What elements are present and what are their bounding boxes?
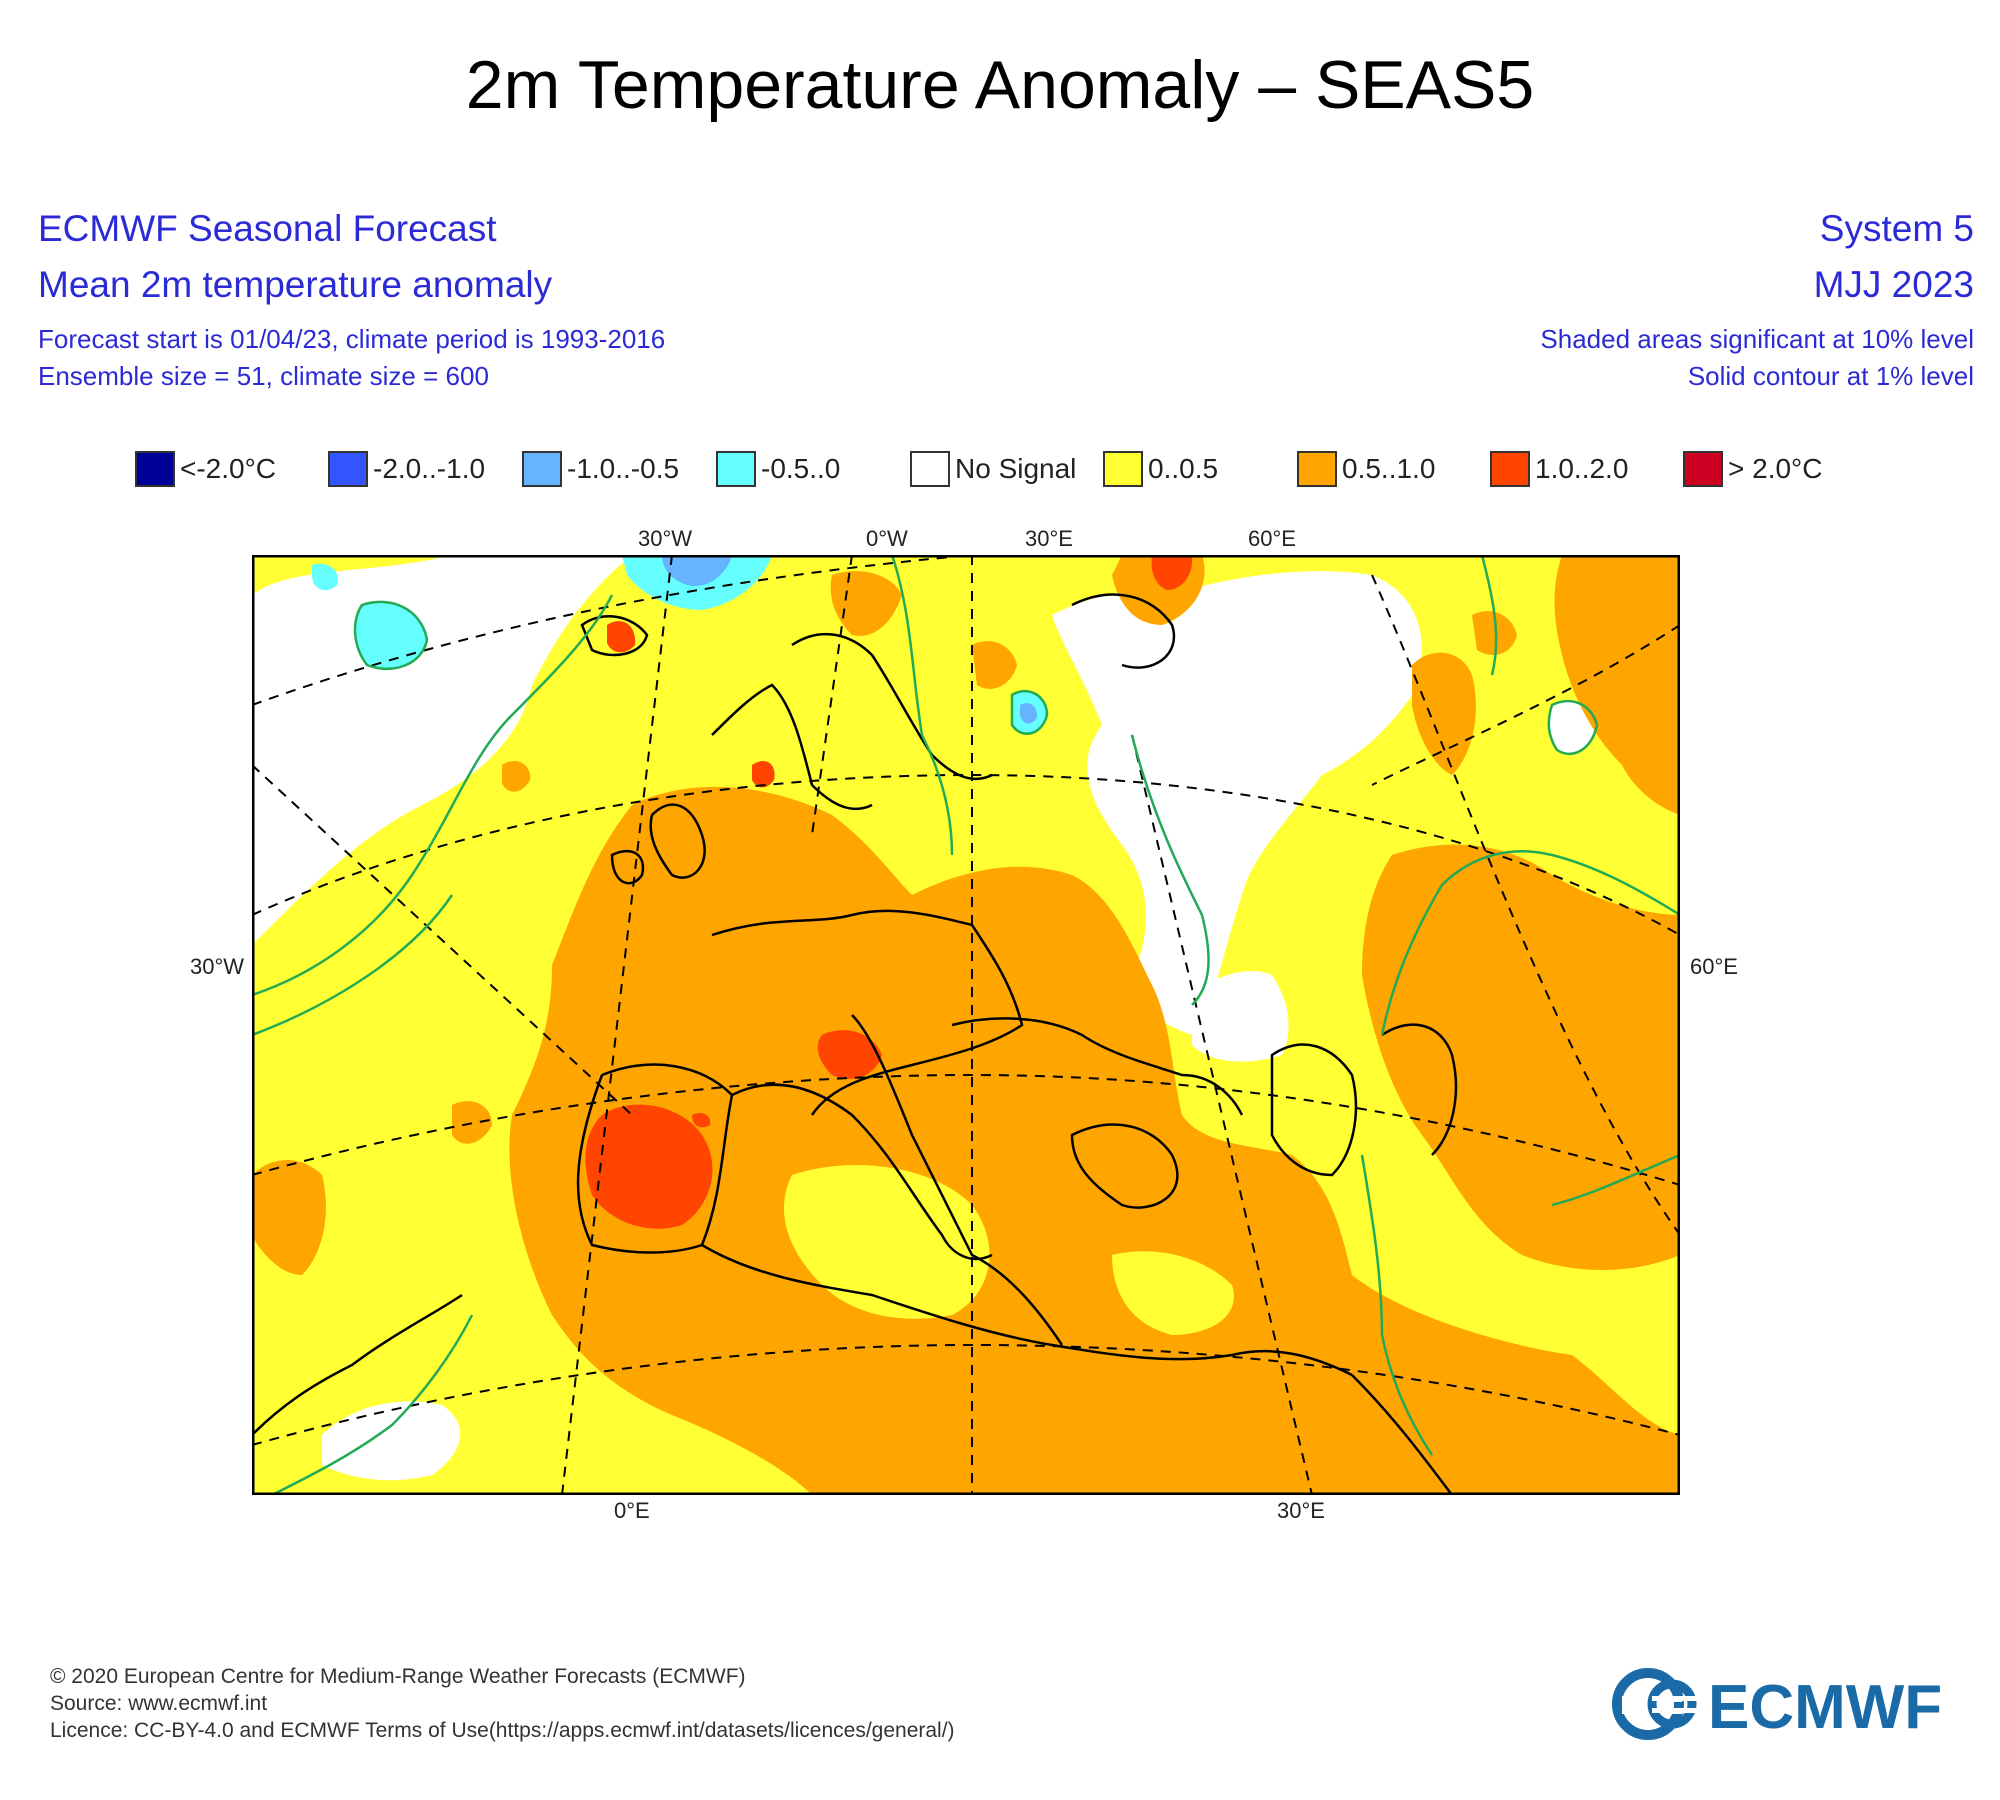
legend-swatch (1297, 451, 1337, 487)
legend-item: -1.0..-0.5 (522, 448, 679, 490)
anomaly-region-yellow-east-med (1112, 1251, 1234, 1335)
anomaly-region-yellow-mediterranean (783, 1165, 990, 1319)
legend-label: <-2.0°C (180, 453, 277, 484)
anomaly-region-orange-scandinavia (972, 641, 1017, 689)
significance-contours (252, 555, 1680, 1495)
legend-label: 0..0.5 (1148, 453, 1219, 484)
header-contour-note: Solid contour at 1% level (1687, 361, 1974, 391)
header-ensemble-size: Ensemble size = 51, climate size = 600 (38, 361, 489, 391)
anomaly-region-red-iceland (607, 621, 636, 653)
legend-item: 0..0.5 (1103, 448, 1218, 490)
grid-label-top-30e: 30°E (1025, 526, 1073, 551)
legend-label: -2.0..-1.0 (373, 453, 486, 484)
header-variable: Mean 2m temperature anomaly (38, 264, 553, 305)
anomaly-region-orange-europe (509, 786, 1680, 1495)
legend-label: > 2.0°C (1728, 453, 1823, 484)
no-signal-region-caspian (1192, 971, 1289, 1062)
legend-item: No Signal (910, 448, 1076, 490)
anomaly-region-orange-central-asia (1362, 844, 1680, 1270)
footer-copyright: © 2020 European Centre for Medium-Range … (50, 1665, 746, 1688)
no-signal-region-russia (1052, 571, 1422, 1035)
anomaly-region-orange-ural (1412, 652, 1476, 775)
anomaly-region-cyan-small (312, 563, 338, 591)
graticule (252, 555, 1680, 1495)
coastlines (252, 593, 1458, 1495)
header-forecast-start: Forecast start is 01/04/23, climate peri… (38, 324, 666, 354)
legend-item: 0.5..1.0 (1297, 448, 1435, 490)
legend-swatch (1683, 451, 1723, 487)
header-system: System 5 (1819, 208, 1974, 249)
anomaly-region-red-norway (752, 760, 775, 788)
legend-swatch (910, 451, 950, 487)
anomaly-region-orange-small (502, 760, 531, 792)
map-frame (252, 555, 1680, 1495)
anomaly-region-orange-iceland-sea (830, 571, 902, 636)
header-significance: Shaded areas significant at 10% level (1540, 324, 1974, 354)
no-signal-region-atlantic (322, 1401, 461, 1481)
footer-source: Source: www.ecmwf.int (50, 1692, 268, 1715)
grid-label-left-30w: 30°W (190, 954, 245, 979)
anomaly-map (252, 555, 1680, 1495)
grid-label-bottom-30e: 30°E (1277, 1498, 1325, 1523)
ecmwf-logo: ECMWF (1612, 1668, 1942, 1740)
anomaly-region-red-arctic (1151, 555, 1193, 590)
grid-label-top-0w: 0°W (866, 526, 908, 551)
anomaly-region-lightblue-denmark-strait (662, 555, 732, 586)
anomaly-region-red-small (692, 1113, 711, 1128)
grid-label-right-60e: 60°E (1690, 954, 1738, 979)
legend-swatch (1103, 451, 1143, 487)
legend-label: 0.5..1.0 (1342, 453, 1436, 484)
legend-swatch (716, 451, 756, 487)
anomaly-region-red-central-europe (817, 1030, 882, 1079)
no-signal-region-northwest (252, 555, 632, 945)
anomaly-region-red-iberia (585, 1104, 713, 1229)
legend-swatch (522, 451, 562, 487)
legend-item: -2.0..-1.0 (328, 448, 485, 490)
anomaly-region-orange-northeast (1554, 555, 1680, 815)
legend-item: <-2.0°C (135, 448, 276, 490)
ecmwf-logo-mark (1612, 1668, 1702, 1740)
legend-swatch (328, 451, 368, 487)
page-title: 2m Temperature Anomaly – SEAS5 (465, 47, 1535, 123)
legend-item: -0.5..0 (716, 448, 840, 490)
anomaly-region-orange-small-ne (1472, 611, 1517, 655)
grid-label-top-30w: 30°W (638, 526, 693, 551)
footer-credits: © 2020 European Centre for Medium-Range … (50, 1663, 955, 1744)
header-product-title: ECMWF Seasonal Forecast (38, 208, 497, 249)
grid-label-top-60e: 60°E (1248, 526, 1296, 551)
anomaly-region-lightblue-finland (1020, 703, 1038, 724)
anomaly-region-orange-azores (452, 1101, 492, 1144)
ecmwf-logo-text: ECMWF (1708, 1673, 1942, 1740)
header-period: MJJ 2023 (1813, 264, 1974, 305)
anomaly-region-orange-atlantic (252, 1160, 326, 1275)
anomaly-region-cyan-greenland (355, 601, 427, 669)
legend-label: 1.0..2.0 (1535, 453, 1629, 484)
legend-swatch (135, 451, 175, 487)
legend-label: No Signal (955, 453, 1077, 484)
grid-label-bottom-0e: 0°E (614, 1498, 650, 1523)
legend-swatch (1490, 451, 1530, 487)
legend-item: > 2.0°C (1683, 448, 1822, 490)
legend-label: -0.5..0 (761, 453, 841, 484)
legend-label: -1.0..-0.5 (567, 453, 680, 484)
legend-item: 1.0..2.0 (1490, 448, 1628, 490)
footer-licence: Licence: CC-BY-4.0 and ECMWF Terms of Us… (50, 1719, 955, 1742)
